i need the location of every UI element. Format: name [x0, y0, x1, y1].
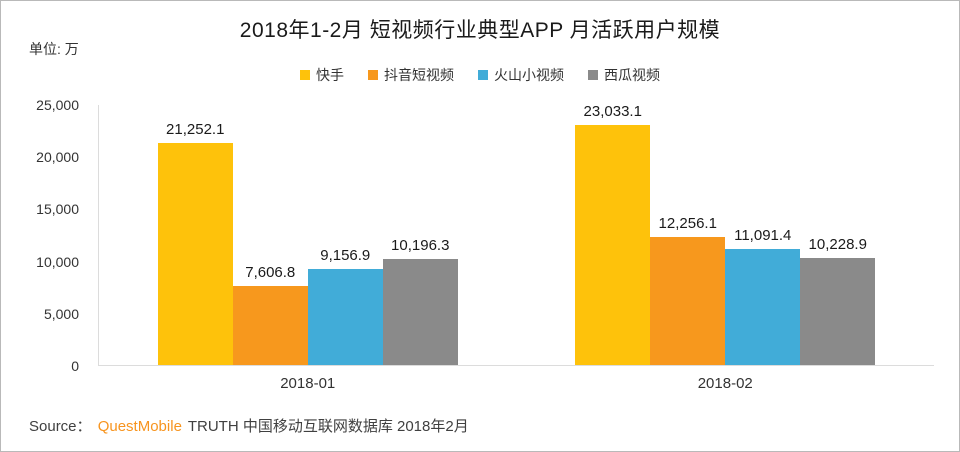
source-prefix: Source：	[29, 418, 92, 435]
bar-group-2018-02: 23,033.1 12,256.1 11,091.4 10,228.9 2018-02	[517, 103, 935, 392]
bar-快手-2018-01[interactable]: 21,252.1	[157, 121, 233, 365]
y-tick-label: 0	[71, 358, 79, 374]
legend: 快手 抖音短视频 火山小视频 西瓜视频	[1, 65, 959, 85]
legend-swatch-icon	[368, 70, 378, 80]
source-suffix: TRUTH 中国移动互联网数据库 2018年2月	[187, 418, 469, 435]
unit-label: 单位: 万	[29, 41, 79, 57]
legend-label: 快手	[316, 67, 344, 83]
bar-value-label: 12,256.1	[658, 215, 717, 232]
legend-label: 火山小视频	[494, 67, 564, 83]
y-tick-label: 15,000	[36, 201, 79, 218]
y-tick-label: 5,000	[43, 305, 79, 322]
bar-抖音短视频-2018-02[interactable]: 12,256.1	[650, 215, 726, 365]
bar-value-label: 10,228.9	[808, 236, 867, 254]
y-tick-label: 10,000	[36, 253, 79, 270]
bar-value-label: 23,033.1	[583, 102, 642, 120]
legend-item-2[interactable]: 火山小视频	[478, 65, 564, 85]
bar-value-label: 7,606.8	[245, 263, 296, 281]
legend-item-3[interactable]: 西瓜视频	[588, 65, 660, 85]
category-label-2018-02: 2018-02	[697, 375, 753, 392]
legend-label: 抖音短视频	[384, 67, 454, 83]
bar-group-2018-01: 21,252.1 7,606.8 9,156.9 10,196.3 2018-01	[99, 105, 517, 392]
plot-area: 21,252.1 7,606.8 9,156.9 10,196.3 2018-01 23,…	[98, 103, 935, 392]
legend-swatch-icon	[588, 70, 598, 80]
category-label-2018-01: 2018-01	[280, 375, 336, 392]
bar-火山小视频-2018-02[interactable]: 11,091.4	[725, 227, 801, 365]
y-tick-label: 20,000	[36, 149, 79, 166]
legend-swatch-icon	[300, 70, 310, 80]
y-tick-label: 25,000	[36, 97, 79, 113]
bar-value-label: 10,196.3	[391, 236, 450, 254]
bar-抖音短视频-2018-01[interactable]: 7,606.8	[232, 264, 308, 365]
legend-item-0[interactable]: 快手	[300, 65, 344, 85]
bar-快手-2018-02[interactable]: 23,033.1	[575, 103, 651, 365]
bar-value-label: 21,252.1	[166, 121, 225, 139]
source-brand: QuestMobile	[97, 418, 182, 435]
bar-火山小视频-2018-01[interactable]: 9,156.9	[307, 247, 383, 365]
chart-title: 2018年1-2月 短视频行业典型APP 月活跃用户规模	[239, 19, 721, 42]
bar-value-label: 9,156.9	[320, 247, 371, 265]
bar-西瓜视频-2018-02[interactable]: 10,228.9	[800, 236, 876, 365]
legend-label: 西瓜视频	[604, 67, 660, 83]
source-line: Source： QuestMobile TRUTH 中国移动互联网数据库 201…	[29, 415, 469, 436]
bar-西瓜视频-2018-01[interactable]: 10,196.3	[382, 237, 458, 365]
bar-value-label: 11,091.4	[734, 227, 792, 245]
legend-swatch-icon	[478, 70, 488, 80]
legend-item-1[interactable]: 抖音短视频	[368, 65, 454, 85]
